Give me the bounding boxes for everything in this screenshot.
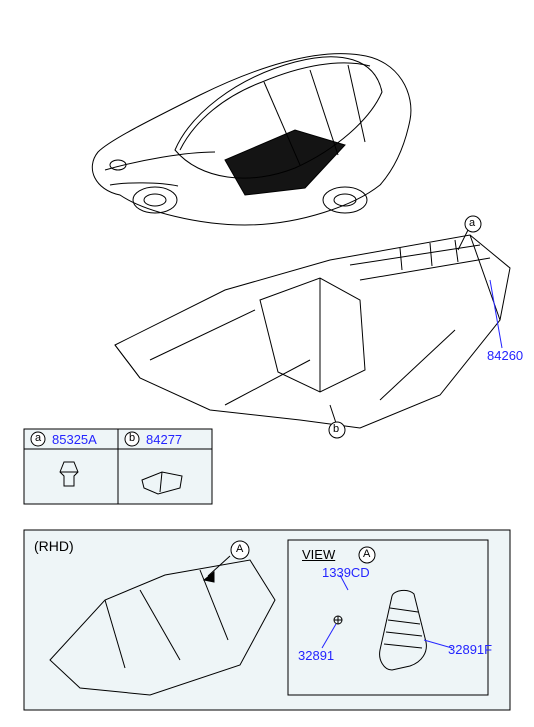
callout-A-left: A [236, 543, 243, 555]
table-ref-b: b [129, 432, 135, 444]
part-85325A: 85325A [52, 432, 97, 447]
part-1339CD: 1339CD [322, 565, 370, 580]
view-ref-A: A [363, 548, 370, 560]
part-32891F: 32891F [448, 642, 492, 657]
table-ref-a: a [35, 432, 41, 444]
view-label: VIEW [302, 547, 335, 562]
part-32891: 32891 [298, 648, 334, 663]
callout-a-main: a [469, 217, 475, 229]
part-84277: 84277 [146, 432, 182, 447]
callout-b-main: b [333, 423, 339, 435]
part-84260: 84260 [487, 348, 523, 363]
rhd-label: (RHD) [34, 538, 74, 554]
